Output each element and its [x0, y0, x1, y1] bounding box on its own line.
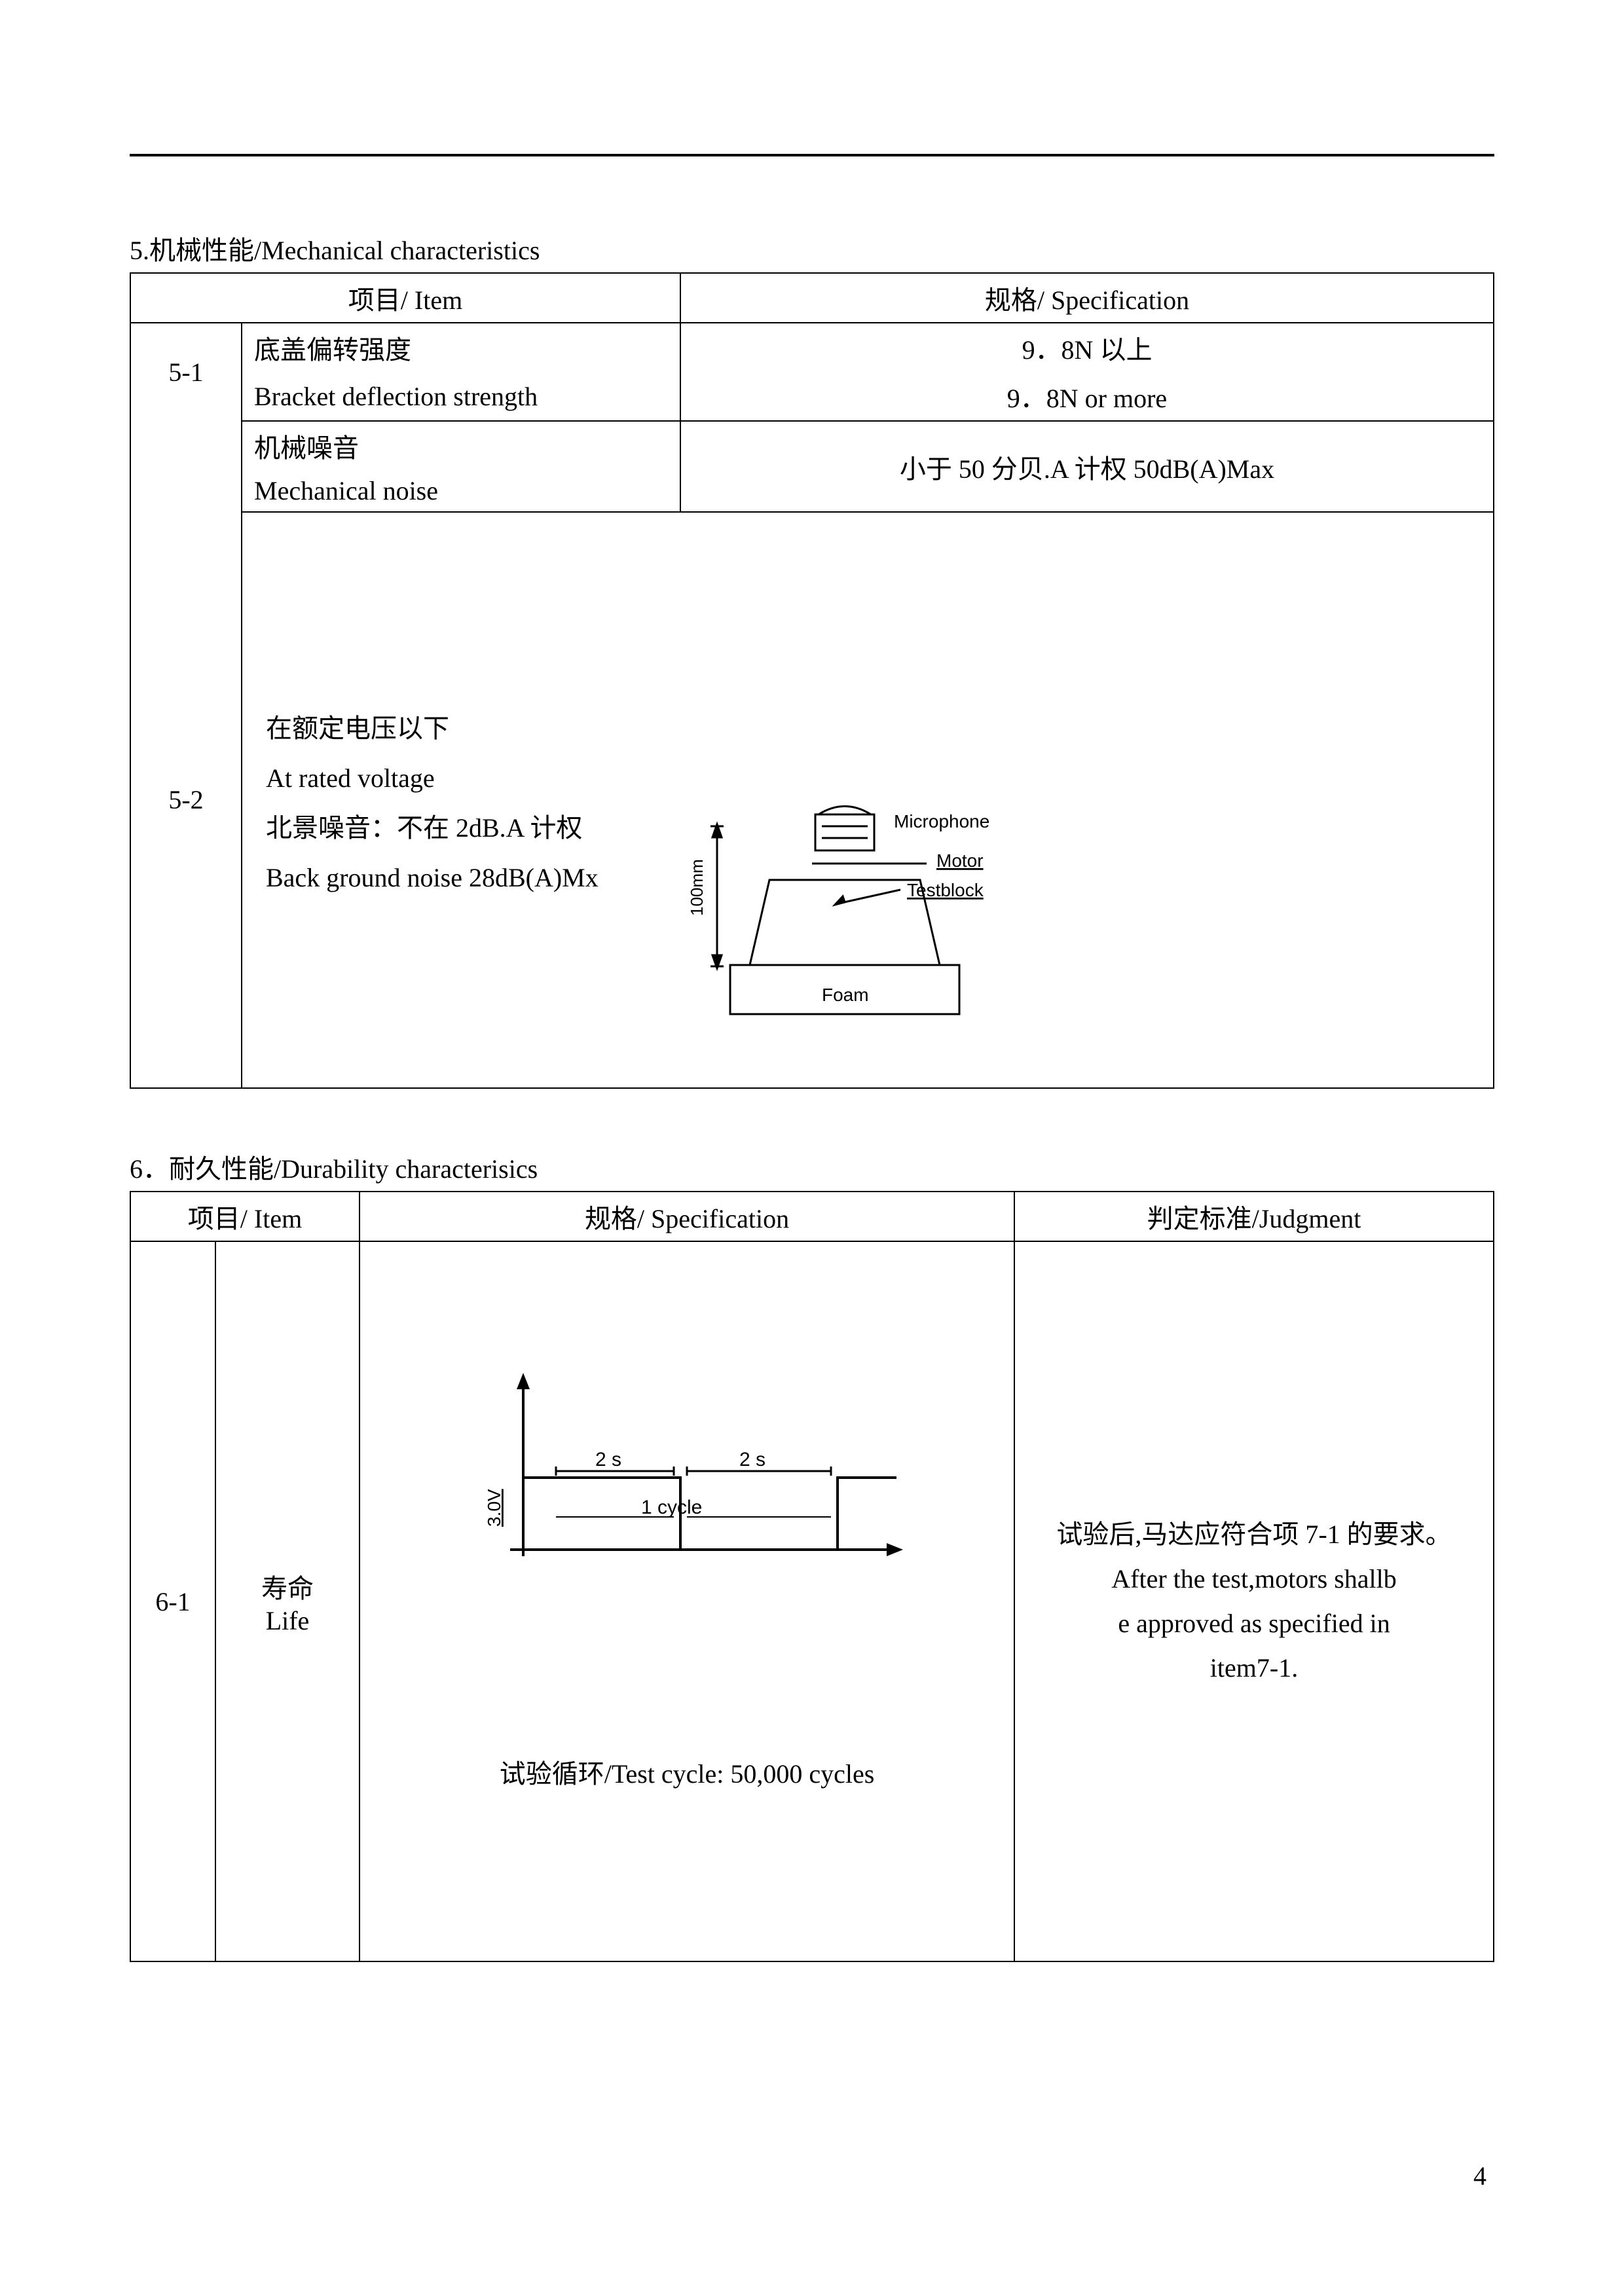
- row-5-1-item-en: Bracket deflection strength: [242, 372, 680, 421]
- row-6-1-judgment: 试验后,马达应符合项 7-1 的要求。 After the test,motor…: [1014, 1241, 1494, 1961]
- table-6-header-spec: 规格/ Specification: [360, 1192, 1014, 1241]
- row-5-2-num: 5-2: [130, 512, 242, 1088]
- row-5-1-item-cn: 底盖偏转强度: [242, 323, 680, 372]
- table-6-header-judgment: 判定标准/Judgment: [1014, 1192, 1494, 1241]
- row-5-2-item-en: Mechanical noise: [242, 470, 680, 512]
- row-6-1-item-cn: 寿命: [228, 1567, 347, 1605]
- table-row: 5-2 在额定电压以下 At rated voltage 北景噪音：不在 2dB…: [130, 512, 1494, 1088]
- section-6: 6．耐久性能/Durability characterisics 项目/ Ite…: [130, 1148, 1494, 1962]
- test-cycle-label: 试验循环/Test cycle: 50,000 cycles: [360, 1753, 1014, 1791]
- cycle-waveform-diagram: 2 s 2 s 1 cycle 3.0V: [425, 1347, 949, 1622]
- judgment-en3: item7-1.: [1035, 1646, 1473, 1690]
- table-6-header-item: 项目/ Item: [130, 1192, 360, 1241]
- judgment-en1: After the test,motors shallb: [1035, 1557, 1473, 1601]
- row-5-2-diagram-cell: 在额定电压以下 At rated voltage 北景噪音：不在 2dB.A 计…: [242, 512, 1494, 1088]
- label-microphone: Microphone: [894, 811, 989, 831]
- row-5-1-spec-cn: 9．8N 以上: [680, 323, 1494, 372]
- label-1cycle: 1 cycle: [641, 1497, 702, 1518]
- row-6-1-num: 6-1: [130, 1241, 215, 1961]
- label-30v: 3.0V: [484, 1489, 504, 1527]
- table-5-header-item: 项目/ Item: [130, 273, 680, 323]
- section-5-title: 5.机械性能/Mechanical characteristics: [130, 229, 1494, 267]
- row-6-1-spec-cell: 2 s 2 s 1 cycle 3.0V 试验循环/Test cycle: 50…: [360, 1241, 1014, 1961]
- row-5-2-spec: 小于 50 分贝.A 计权 50dB(A)Max: [680, 421, 1494, 512]
- row-5-2-num-blank: [130, 421, 242, 512]
- row-6-1-item-en: Life: [228, 1605, 347, 1636]
- row-6-1-item: 寿命 Life: [215, 1241, 360, 1961]
- table-row: 5-1 底盖偏转强度 9．8N 以上: [130, 323, 1494, 372]
- noise-test-diagram: 100mm Microphone Motor Testblock Foam: [619, 788, 1116, 1063]
- judgment-cn: 试验后,马达应符合项 7-1 的要求。: [1035, 1512, 1473, 1557]
- table-6: 项目/ Item 规格/ Specification 判定标准/Judgment…: [130, 1191, 1494, 1962]
- table-5: 项目/ Item 规格/ Specification 5-1 底盖偏转强度 9．…: [130, 272, 1494, 1089]
- row-5-1-num: 5-1: [130, 323, 242, 421]
- judgment-en2: e approved as specified in: [1035, 1601, 1473, 1646]
- label-2s-b: 2 s: [739, 1449, 766, 1470]
- table-row: 6-1 寿命 Life: [130, 1241, 1494, 1961]
- section-5: 5.机械性能/Mechanical characteristics 项目/ It…: [130, 229, 1494, 1089]
- row-5-1-spec-en: 9．8N or more: [680, 372, 1494, 421]
- row-5-2-item-cn: 机械噪音: [242, 421, 680, 470]
- cond1-cn: 在额定电压以下: [266, 704, 1469, 754]
- table-5-header-spec: 规格/ Specification: [680, 273, 1494, 323]
- label-testblock: Testblock: [907, 880, 984, 900]
- page-content: 5.机械性能/Mechanical characteristics 项目/ It…: [130, 229, 1494, 1962]
- table-6-header-row: 项目/ Item 规格/ Specification 判定标准/Judgment: [130, 1192, 1494, 1241]
- section-6-title: 6．耐久性能/Durability characterisics: [130, 1148, 1494, 1186]
- header-rule: [130, 154, 1494, 156]
- label-foam: Foam: [822, 985, 869, 1005]
- label-100mm: 100mm: [687, 860, 707, 917]
- label-motor: Motor: [936, 850, 984, 871]
- table-5-header-row: 项目/ Item 规格/ Specification: [130, 273, 1494, 323]
- table-row: 机械噪音 小于 50 分贝.A 计权 50dB(A)Max: [130, 421, 1494, 470]
- page-number: 4: [1473, 2160, 1486, 2191]
- table-row: Bracket deflection strength 9．8N or more: [130, 372, 1494, 421]
- label-2s-a: 2 s: [595, 1449, 621, 1470]
- judgment-text: 试验后,马达应符合项 7-1 的要求。 After the test,motor…: [1027, 1512, 1481, 1690]
